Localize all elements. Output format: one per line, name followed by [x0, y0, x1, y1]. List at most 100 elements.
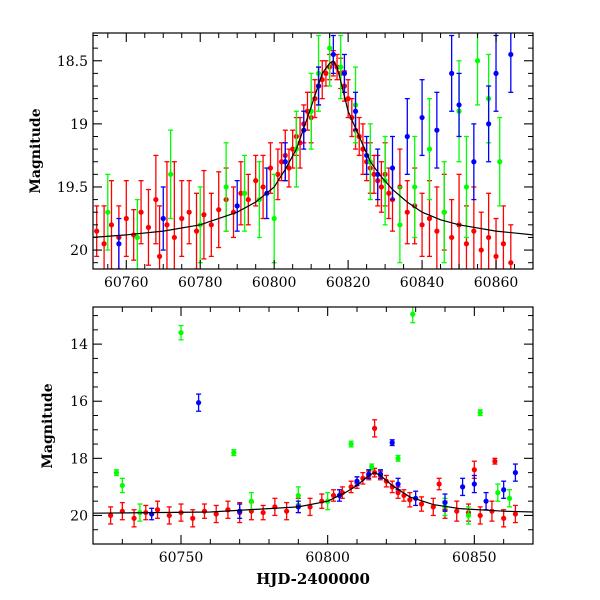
bottom-data-point: [407, 491, 413, 508]
bottom-data-point: [284, 501, 290, 521]
top-y-axis-label: Magnitude: [28, 108, 44, 193]
data-marker: [460, 484, 466, 490]
bottom-data-point: [430, 497, 436, 517]
data-marker: [426, 215, 433, 222]
bottom-data-point: [460, 477, 466, 497]
top-data-point: [456, 72, 462, 138]
top-data-point: [493, 34, 499, 112]
top-data-point: [419, 79, 425, 157]
bottom-data-point: [108, 506, 114, 525]
data-marker: [404, 133, 410, 140]
data-marker: [395, 490, 401, 496]
top-data-point: [179, 180, 185, 258]
data-marker: [345, 96, 351, 102]
bottom-light-curve-panel: 60750 60800 60850 14 16 18 20 Magnitude HJD-24…: [40, 306, 534, 588]
data-marker: [245, 196, 251, 203]
data-marker: [454, 508, 460, 514]
data-marker: [471, 228, 477, 234]
data-marker: [441, 209, 447, 215]
bottom-data-point: [512, 504, 519, 524]
bottom-data-point: [154, 500, 161, 519]
top-x-tick-label: 60780: [178, 275, 223, 291]
data-marker: [372, 425, 378, 431]
data-marker: [395, 481, 401, 487]
data-marker: [119, 482, 125, 489]
data-marker: [201, 212, 207, 218]
data-marker: [456, 102, 462, 108]
top-data-point: [271, 173, 277, 264]
top-x-tick-label: 60820: [326, 275, 371, 291]
data-marker: [419, 222, 425, 228]
top-data-point: [145, 188, 152, 266]
data-marker: [282, 159, 288, 165]
data-marker: [196, 400, 202, 406]
data-marker: [323, 70, 329, 76]
data-marker: [407, 497, 413, 503]
top-panel-frame: [92, 32, 534, 270]
top-data-point: [245, 173, 251, 226]
top-data-point: [156, 205, 163, 269]
data-marker: [260, 509, 266, 516]
data-marker: [123, 215, 129, 222]
data-marker: [237, 508, 243, 514]
data-marker: [474, 58, 481, 64]
bottom-data-point: [442, 493, 448, 512]
data-marker: [166, 512, 172, 519]
data-marker: [286, 165, 292, 171]
top-data-point: [341, 53, 348, 93]
data-marker: [477, 410, 483, 416]
top-data-point: [116, 217, 122, 269]
top-data-point: [134, 198, 140, 269]
bottom-panel-frame: [92, 306, 534, 545]
bottom-x-tick-label: 60800: [305, 550, 350, 566]
top-data-point: [208, 192, 214, 258]
data-marker: [190, 515, 196, 521]
bottom-data-point: [471, 474, 477, 494]
top-data-point: [352, 91, 359, 131]
data-marker: [506, 495, 513, 501]
data-marker: [253, 178, 259, 184]
data-marker: [354, 478, 360, 484]
top-light-curve-panel: 60760 60780 60800 60820 60840 60860 18.5 19 19.5…: [28, 32, 534, 291]
top-data-point: [474, 33, 481, 106]
top-data-point: [94, 205, 100, 258]
data-marker: [348, 441, 354, 447]
bottom-data-point: [477, 409, 483, 417]
top-data-point: [234, 180, 240, 232]
data-marker: [275, 171, 281, 177]
data-marker: [330, 492, 337, 499]
data-marker: [216, 207, 222, 213]
top-data-point: [238, 161, 244, 226]
data-marker: [483, 498, 489, 504]
top-data-point: [327, 33, 333, 87]
data-marker: [495, 490, 501, 496]
bottom-data-point: [506, 489, 513, 508]
data-marker: [500, 241, 507, 247]
data-marker: [338, 64, 344, 70]
data-marker: [94, 228, 100, 234]
bottom-data-point: [477, 506, 483, 525]
data-marker: [208, 222, 214, 228]
top-data-point: [241, 154, 248, 232]
top-data-point: [364, 135, 370, 175]
data-marker: [186, 209, 192, 215]
data-marker: [486, 121, 492, 127]
top-data-point: [201, 169, 207, 260]
top-data-point: [323, 60, 329, 87]
bottom-data-point: [501, 480, 507, 499]
top-data-point: [186, 180, 192, 245]
data-marker: [179, 215, 185, 222]
bottom-y-tick-label: 14: [70, 337, 88, 353]
data-marker: [477, 512, 483, 519]
data-marker: [278, 159, 285, 165]
top-data-point: [412, 135, 418, 239]
top-y-tick-label: 20: [70, 243, 88, 259]
data-marker: [223, 184, 229, 190]
top-x-tick-label: 60800: [252, 275, 297, 291]
data-marker: [449, 234, 455, 241]
bottom-data-point: [119, 477, 125, 494]
data-marker: [508, 51, 514, 58]
top-x-tick-label: 60840: [400, 275, 445, 291]
data-marker: [134, 234, 140, 241]
